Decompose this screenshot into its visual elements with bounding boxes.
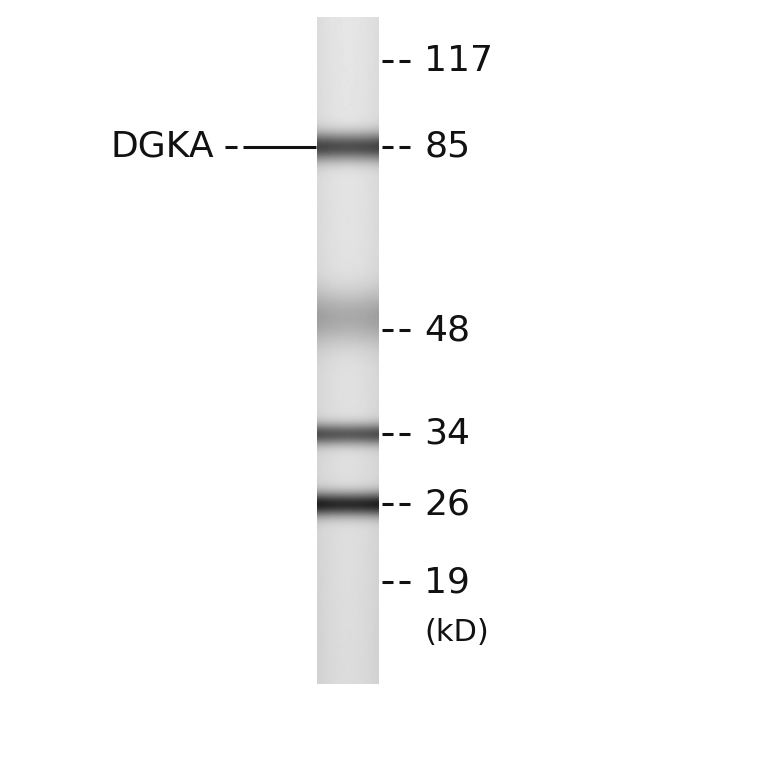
Text: 85: 85 bbox=[424, 130, 470, 163]
Text: 26: 26 bbox=[424, 487, 470, 521]
Text: DGKA: DGKA bbox=[111, 130, 215, 163]
Text: 19: 19 bbox=[424, 565, 470, 599]
Text: 117: 117 bbox=[424, 44, 493, 78]
Text: (kD): (kD) bbox=[424, 618, 489, 647]
Text: 48: 48 bbox=[424, 313, 470, 347]
Text: 34: 34 bbox=[424, 417, 470, 451]
